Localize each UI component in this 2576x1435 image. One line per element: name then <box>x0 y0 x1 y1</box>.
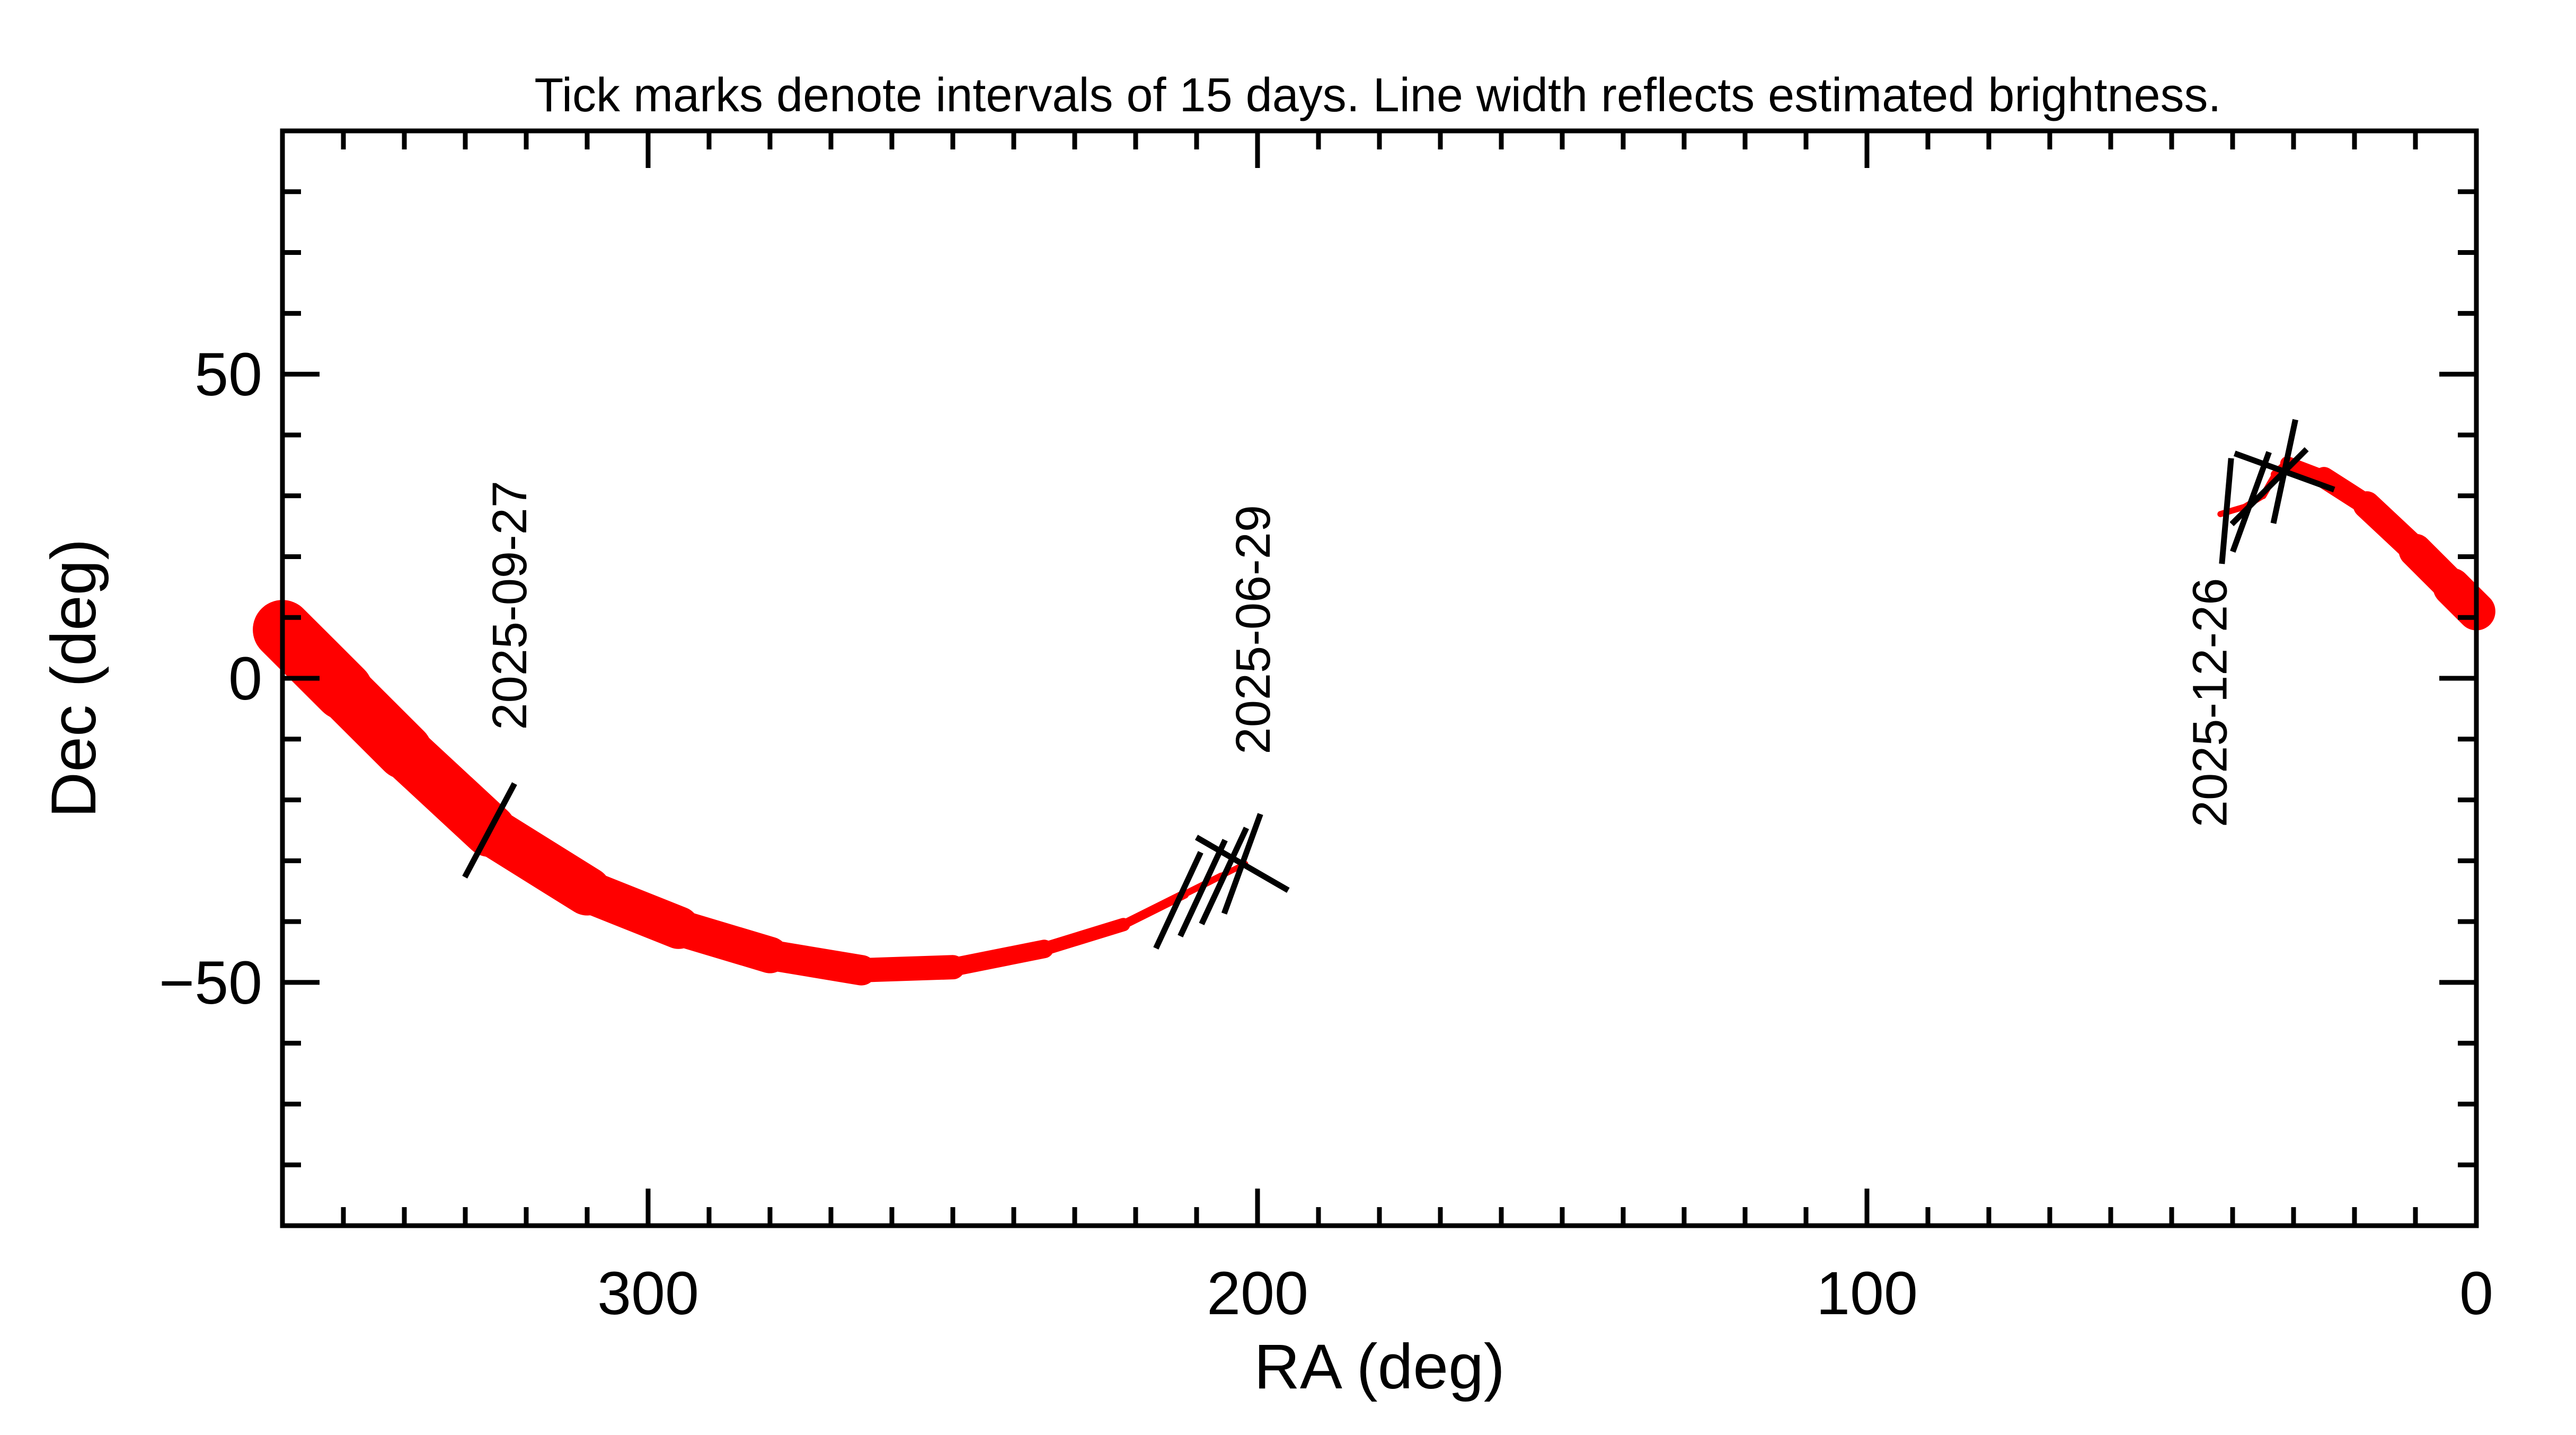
tick-mark-layer <box>462 419 2335 950</box>
interval-tick-mark <box>2229 447 2309 527</box>
chart-title: Tick marks denote intervals of 15 days. … <box>534 69 2221 122</box>
annotation-date-3: 2025-12-26 <box>2183 578 2237 828</box>
axis-ticks <box>280 131 2479 1226</box>
plot-frame <box>280 128 2479 1228</box>
interval-tick-mark <box>1153 851 1203 950</box>
x-tick-labels: 300 200 100 0 <box>597 1260 2493 1327</box>
trajectory-segment <box>2433 568 2495 631</box>
y-tick-label: 0 <box>228 645 262 713</box>
annotation-date-2: 2025-06-29 <box>1226 505 1280 755</box>
y-tick-labels: 50 0 −50 <box>159 341 262 1017</box>
interval-tick-mark <box>462 782 517 879</box>
annotation-date-1: 2025-09-27 <box>483 481 537 730</box>
y-tick-label: 50 <box>194 341 262 409</box>
interval-tick-mark <box>1199 827 1249 925</box>
trajectory-segment <box>1119 889 1189 929</box>
interval-tick-mark <box>2233 450 2335 493</box>
x-axis-label: RA (deg) <box>1254 1331 1505 1402</box>
interval-tick-mark <box>1194 835 1290 893</box>
x-tick-label: 100 <box>1816 1260 1918 1327</box>
trajectory-segment <box>755 940 877 986</box>
trajectory-segment <box>660 909 789 973</box>
x-tick-label: 300 <box>597 1260 699 1327</box>
interval-tick-mark <box>2219 458 2234 564</box>
x-tick-label: 0 <box>2459 1260 2493 1327</box>
y-tick-label: −50 <box>159 949 262 1017</box>
series-layer <box>253 456 2495 986</box>
interval-tick-mark <box>1178 839 1228 937</box>
y-axis-label: Dec (deg) <box>38 539 109 818</box>
trajectory-segment <box>1037 918 1130 956</box>
trajectory-segment <box>849 955 965 982</box>
x-tick-label: 200 <box>1207 1260 1308 1327</box>
trajectory-segment <box>943 940 1054 977</box>
series-1 <box>253 600 1249 986</box>
annotation-layer: 2025-09-27 2025-06-29 2025-12-26 <box>483 481 2237 827</box>
